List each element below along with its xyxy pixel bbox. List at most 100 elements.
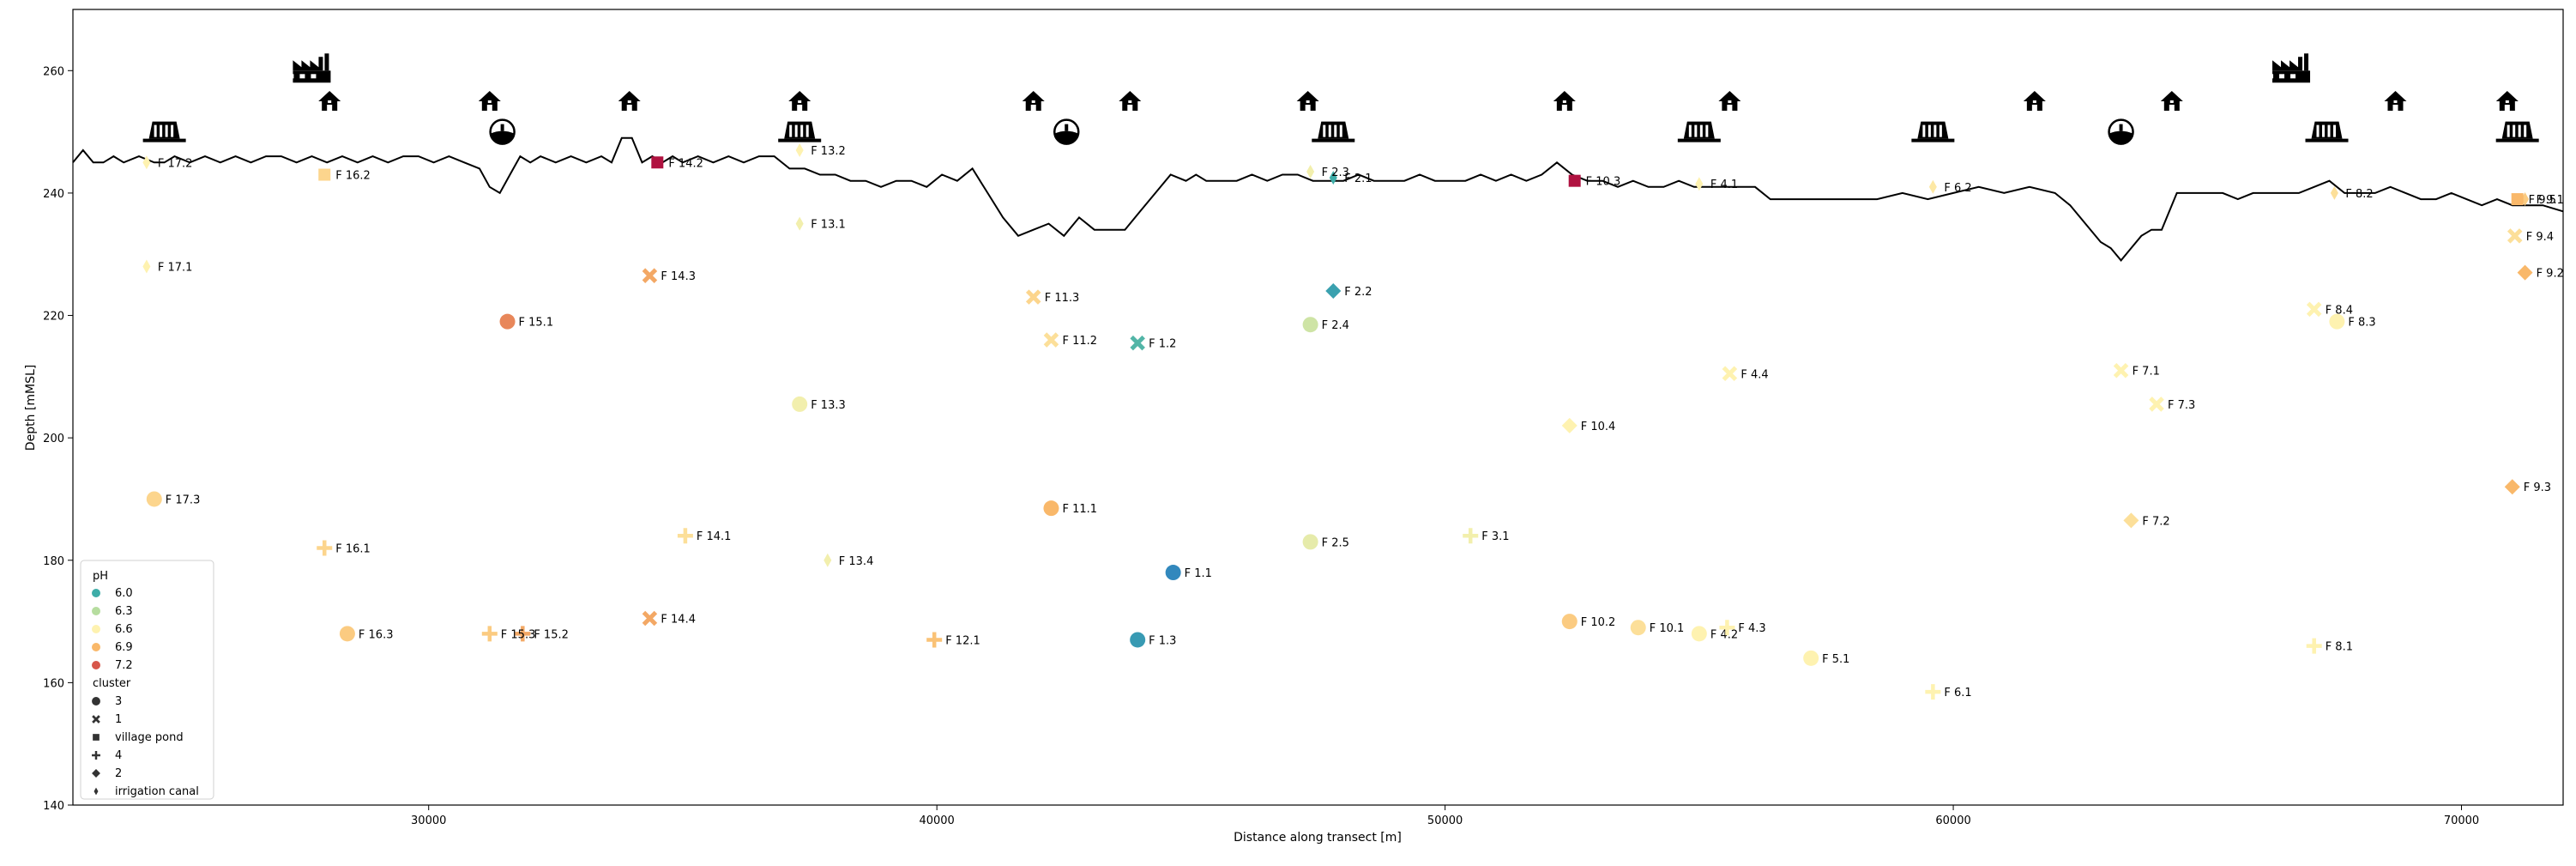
sample-label: F 4.1: [1710, 179, 1738, 191]
sample-marker: [1130, 632, 1146, 648]
sample-label: F 6.2: [1944, 182, 1971, 195]
sample-label: F 15.3: [501, 628, 536, 641]
sample-marker: [642, 268, 658, 283]
sample-marker: [2507, 228, 2523, 244]
sample-label: F 14.2: [668, 157, 703, 170]
house-icon: [318, 90, 341, 111]
sample-marker: [481, 626, 498, 642]
sample-label: F 7.2: [2142, 515, 2169, 528]
x-axis-label: Distance along transect [m]: [1234, 831, 1402, 845]
sample-marker: [142, 155, 151, 170]
sample-marker: [1695, 177, 1704, 191]
sample-marker: [146, 491, 162, 507]
dam-icon: [778, 121, 822, 142]
sample-label: F 13.2: [811, 145, 846, 158]
sample-label: F 8.1: [2326, 641, 2353, 654]
factory-icon: [2268, 53, 2311, 83]
legend-ph-label: 6.0: [115, 587, 133, 600]
dam-icon: [1312, 121, 1355, 142]
sample-label: F 5.1: [1822, 653, 1849, 666]
sample-label: F 14.3: [661, 270, 696, 283]
sample-label: F 7.3: [2168, 399, 2195, 412]
sample-label: F 9.1: [2537, 194, 2564, 207]
water-well-icon: [1053, 118, 1080, 145]
house-icon: [478, 90, 501, 111]
sample-marker: [795, 216, 804, 231]
sample-marker: [515, 626, 531, 642]
sample-label: F 4.4: [1740, 368, 1768, 381]
sample-label: F 13.1: [811, 219, 846, 232]
sample-marker: [1925, 684, 1941, 700]
legend-ph-label: 6.9: [115, 641, 133, 654]
sample-label: F 1.2: [1149, 338, 1176, 351]
sample-label: F 9.4: [2526, 231, 2554, 244]
terrain-line: [72, 136, 2564, 262]
sample-marker: [1329, 171, 1337, 185]
y-tick-label: 200: [43, 433, 64, 445]
legend-cluster-marker: [94, 787, 99, 796]
y-tick-label: 160: [43, 677, 64, 690]
legend-ph-label: 6.3: [115, 605, 133, 618]
sample-marker: [1719, 620, 1735, 636]
sample-label: F 6.1: [1944, 687, 1971, 699]
sample-marker: [2306, 638, 2322, 654]
x-tick-label: 50000: [1427, 815, 1463, 827]
sample-marker: [2306, 301, 2322, 318]
sample-marker: [317, 540, 333, 556]
sample-marker: [142, 259, 151, 274]
legend-cluster-label: 3: [115, 695, 122, 708]
sample-label: F 17.1: [158, 261, 193, 274]
terrain-profile: [72, 136, 2564, 262]
legend-ph-swatch: [92, 607, 100, 615]
legend-cluster-label: 2: [115, 767, 122, 780]
sample-label: F 17.2: [158, 157, 193, 170]
legend-cluster-marker: [93, 734, 100, 741]
sample-marker: [1306, 164, 1315, 179]
legend-ph-swatch: [92, 661, 100, 669]
sample-marker: [2330, 185, 2338, 200]
sample-marker: [651, 156, 664, 169]
sample-label: F 10.3: [1586, 176, 1621, 189]
legend-box: [80, 560, 214, 800]
sample-marker: [1568, 174, 1581, 187]
sample-label: F 9.5: [2529, 194, 2556, 207]
legend: pH 6.0 6.3 6.6 6.9 7.2 cluster 3 1 village pond 4 2…: [80, 560, 214, 800]
water-well-icon: [2108, 118, 2134, 145]
sample-marker: [1561, 614, 1578, 630]
sample-marker: [2504, 479, 2520, 495]
y-tick-label: 260: [43, 65, 64, 78]
y-axis-label: Depth [mMSL]: [24, 365, 38, 451]
house-icon: [788, 90, 811, 111]
house-icon: [1119, 90, 1142, 111]
sample-marker: [2511, 193, 2524, 206]
legend-ph-label: 6.6: [115, 623, 133, 636]
sample-label: F 11.2: [1062, 335, 1097, 348]
sample-marker: [1302, 317, 1318, 333]
x-tick-label: 40000: [919, 815, 954, 827]
house-icon: [2384, 90, 2407, 111]
sample-label: F 14.1: [697, 530, 732, 543]
legend-cluster-label: irrigation canal: [115, 785, 199, 798]
sample-label: F 16.3: [359, 628, 394, 641]
sample-marker: [339, 626, 355, 642]
legend-ph-title: pH: [93, 570, 108, 583]
sample-marker: [499, 313, 516, 330]
sample-label: F 1.3: [1149, 634, 1176, 647]
dam-icon: [2305, 121, 2349, 142]
dam-icon: [142, 121, 186, 142]
axis-ticks: 30000 40000 50000 60000 70000 140 160 180 200 220…: [43, 65, 2479, 827]
house-icon: [1553, 90, 1576, 111]
sample-marker: [642, 610, 658, 627]
dam-icon: [1677, 121, 1721, 142]
sample-label: F 2.2: [1344, 286, 1372, 299]
sample-marker: [795, 143, 804, 158]
house-icon: [2495, 90, 2519, 111]
sample-marker: [1561, 417, 1578, 433]
x-tick-label: 70000: [2444, 815, 2479, 827]
sample-label: F 9.3: [2524, 481, 2551, 494]
sample-points: F 1.1 F 1.2 F 1.3 F 2.1 F 2.2 F 2.3 F 2.4 F 2.5…: [142, 143, 2564, 700]
sample-marker: [1928, 179, 1937, 194]
legend-cluster-marker: [92, 697, 100, 706]
sample-marker: [1043, 332, 1059, 348]
